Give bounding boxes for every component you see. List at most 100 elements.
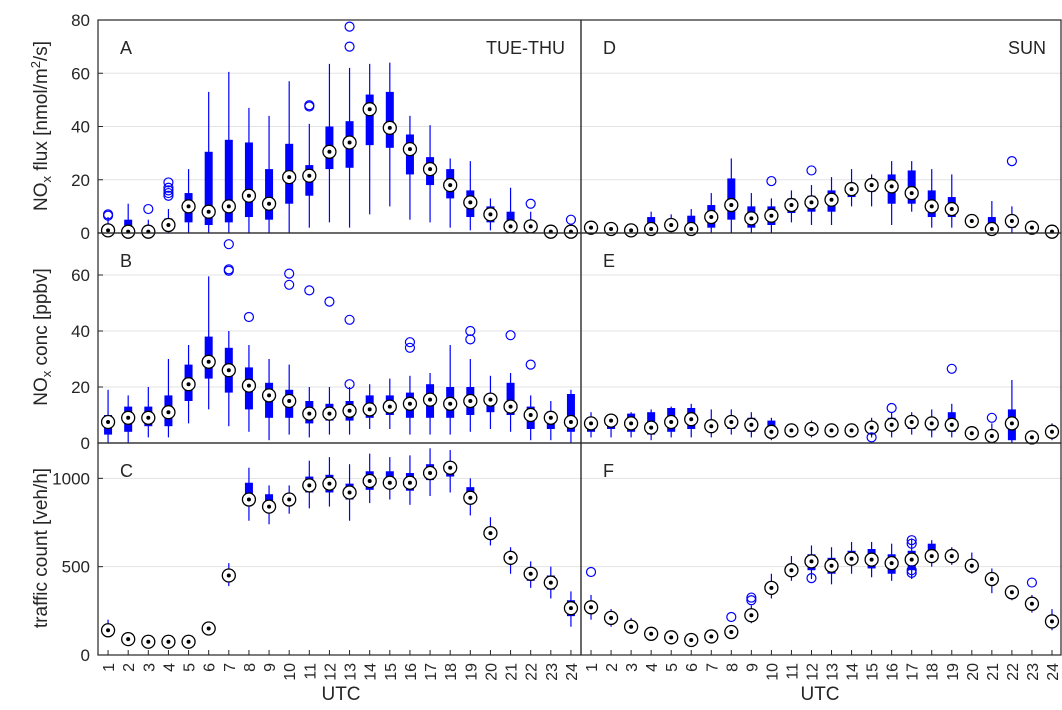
x-tick-label-c-1: 1 [101,663,118,672]
median-dot-c-24 [568,606,573,611]
outlier-f-2 [746,595,757,606]
y-tick-label-b-40: 40 [71,322,90,341]
median-dot-d-11 [789,203,794,208]
x-tick-label-f-3: 3 [624,663,641,672]
median-dot-f-14 [849,556,854,561]
median-dot-a-12 [327,149,332,154]
median-dot-d-22 [1009,219,1014,224]
median-dot-c-5 [186,639,191,644]
median-dot-c-2 [126,637,131,642]
box-b-24 [566,394,575,432]
median-dot-f-17 [909,557,914,562]
outlier-b-7 [324,296,335,307]
x-tick-label-c-14: 14 [363,663,380,681]
median-dot-e-21 [989,434,994,438]
x-tick-label-c-15: 15 [383,663,400,681]
y-label-flux-sub: x [39,176,54,183]
median-dot-e-2 [609,418,614,423]
outlier-f-7 [906,565,917,576]
outlier-a-2 [143,203,154,215]
median-dot-d-21 [989,227,994,232]
outlier-a-3 [163,177,174,188]
outlier-b-12 [465,325,476,337]
y-label-flux-post: /s] [31,41,52,61]
median-dot-a-18 [448,183,453,188]
y-label-conc-mid: conc [ppbv] [31,268,52,370]
median-dot-c-9 [267,504,272,509]
x-axis-label-left: UTC [321,684,360,705]
median-dot-a-8 [246,193,251,198]
median-dot-e-22 [1009,421,1014,426]
median-dot-b-3 [146,415,151,420]
x-tick-label-c-7: 7 [222,663,239,672]
outlier-b-11 [404,342,416,353]
outlier-b-5 [284,279,295,290]
x-tick-label-f-21: 21 [985,663,1002,681]
y-axis-label-traffic: traffic count [veh/h] [31,468,52,628]
x-tick-label-f-4: 4 [644,663,661,672]
y-tick-label-b-20: 20 [71,378,90,397]
outlier-f-8 [906,567,917,578]
median-dot-e-24 [1049,429,1054,434]
box-a-15 [385,91,394,148]
median-dot-e-10 [769,429,774,434]
median-dot-a-16 [407,147,412,152]
x-tick-label-c-6: 6 [202,663,219,672]
median-dot-f-21 [989,577,994,582]
median-dot-b-8 [246,383,251,388]
panel-label-d: D [603,38,616,58]
outlier-a-5 [163,185,174,196]
median-dot-e-13 [829,428,834,433]
median-dot-d-18 [929,204,934,209]
panel-frames [97,19,1062,656]
median-dot-c-16 [407,480,412,485]
x-tick-label-f-23: 23 [1025,663,1042,681]
y-tick-label-a-40: 40 [71,118,90,137]
x-tick-label-c-9: 9 [262,663,279,672]
median-dot-f-3 [629,624,634,629]
outlier-b-2 [223,265,234,276]
median-dot-b-9 [267,393,272,398]
median-dot-f-16 [889,561,894,566]
median-dot-d-3 [629,228,634,233]
y-tick-label-c-0: 0 [81,646,90,665]
x-tick-label-f-11: 11 [784,663,801,680]
panel-label-b: B [120,251,132,271]
y-tick-label-b-60: 60 [71,266,90,285]
median-dot-c-4 [166,639,171,644]
median-dot-e-15 [869,425,874,430]
median-dot-d-5 [669,223,674,228]
median-dot-f-9 [749,613,754,618]
median-dot-e-6 [689,417,694,422]
x-tick-label-f-22: 22 [1005,663,1022,681]
median-dot-a-19 [468,200,473,205]
outlier-a-1 [102,210,114,221]
median-dot-a-20 [488,212,493,217]
median-dot-b-10 [287,399,292,403]
median-dot-b-24 [568,420,573,424]
median-dot-c-12 [327,481,332,486]
x-tick-label-f-15: 15 [865,663,882,681]
x-tick-label-f-7: 7 [704,663,721,672]
median-dot-c-23 [548,580,553,585]
median-dot-d-16 [889,184,894,189]
median-dot-c-6 [206,626,211,631]
median-dot-d-4 [649,227,654,232]
median-dot-e-3 [629,421,634,426]
median-dot-f-24 [1049,619,1054,624]
x-tick-label-c-13: 13 [343,663,360,681]
x-tick-label-f-20: 20 [965,663,982,681]
median-dot-b-13 [347,408,352,413]
median-dot-c-7 [226,573,231,578]
x-tick-label-c-22: 22 [524,663,541,681]
outlier-b-3 [243,311,255,323]
median-dot-c-13 [347,490,352,495]
x-tick-label-f-16: 16 [885,663,902,681]
median-dot-e-17 [909,420,914,424]
median-dot-e-23 [1029,435,1034,440]
y-tick-label-c-500: 500 [62,558,90,577]
x-tick-label-c-24: 24 [564,663,581,681]
median-dot-a-9 [267,201,272,206]
x-tick-label-c-16: 16 [403,663,420,681]
outlier-b-4 [284,268,295,279]
